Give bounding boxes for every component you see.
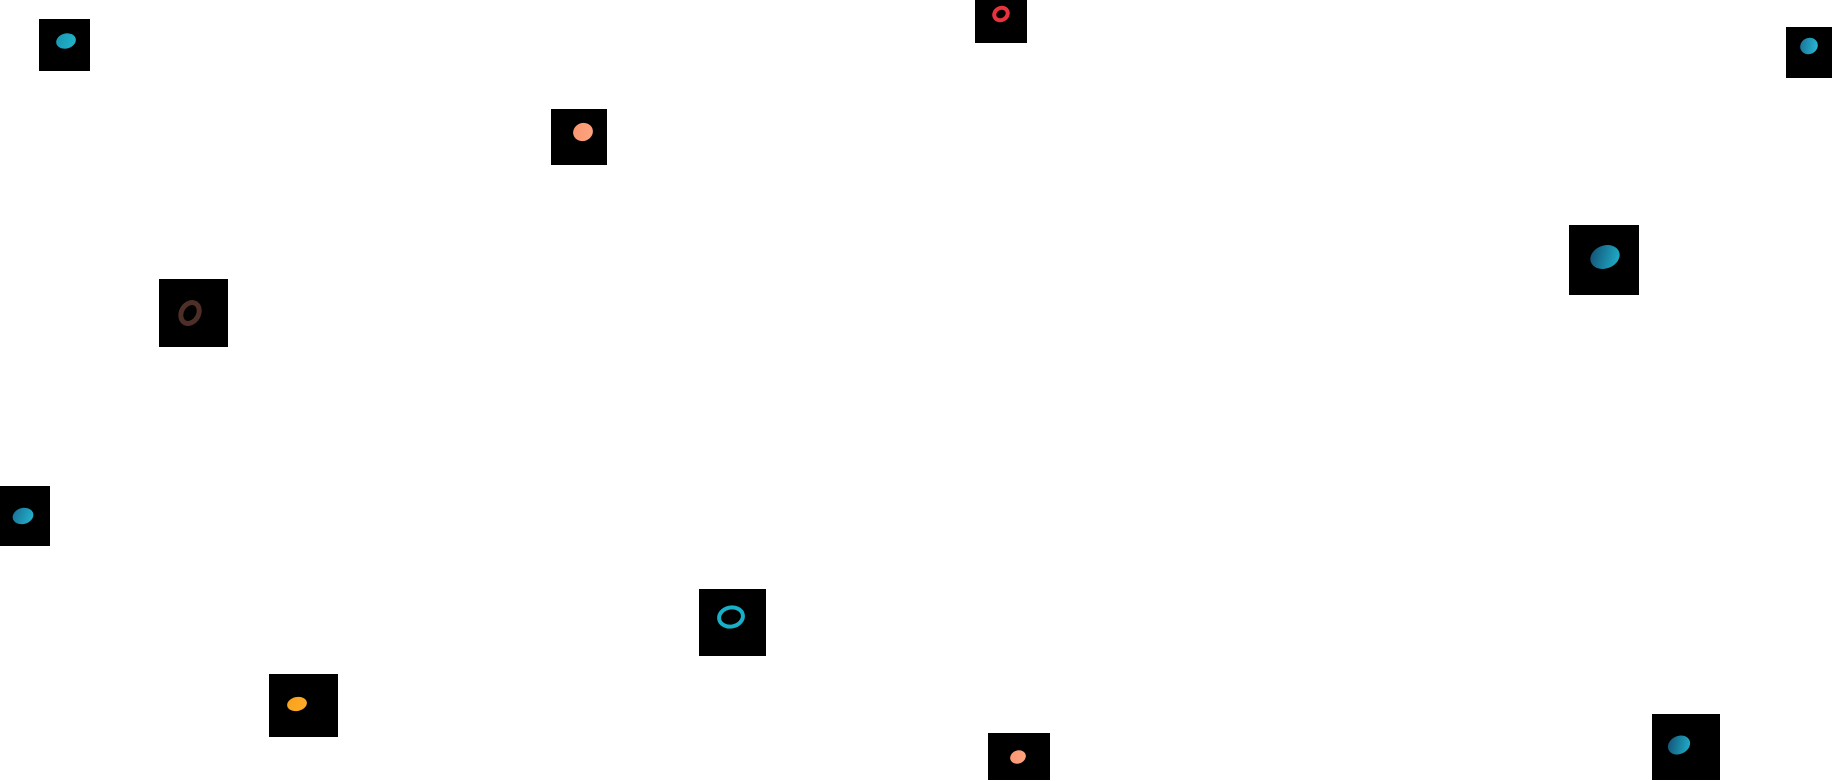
cell-blob-icon bbox=[1800, 37, 1818, 55]
image-patch-4 bbox=[551, 109, 607, 165]
cell-ring-icon bbox=[992, 5, 1010, 23]
cell-blob-icon bbox=[1010, 750, 1026, 764]
cell-blob-icon bbox=[1590, 245, 1620, 269]
image-patch-8 bbox=[699, 589, 766, 656]
image-patch-2 bbox=[975, 0, 1027, 43]
image-patch-11 bbox=[1652, 714, 1720, 780]
image-patch-7 bbox=[0, 486, 50, 546]
cell-blob-icon bbox=[12, 507, 34, 525]
image-patch-6 bbox=[159, 279, 228, 347]
cell-ring-icon bbox=[178, 300, 202, 326]
image-patch-1 bbox=[39, 19, 90, 71]
cell-blob-icon bbox=[56, 33, 76, 49]
cell-blob-icon bbox=[287, 696, 307, 712]
cell-ring-icon bbox=[717, 605, 745, 629]
image-patch-9 bbox=[269, 674, 338, 737]
cell-blob-icon bbox=[1667, 735, 1691, 755]
image-patch-5 bbox=[1569, 225, 1639, 295]
cell-blob-icon bbox=[573, 122, 593, 142]
image-patch-3 bbox=[1786, 27, 1832, 78]
image-patch-10 bbox=[988, 733, 1050, 780]
